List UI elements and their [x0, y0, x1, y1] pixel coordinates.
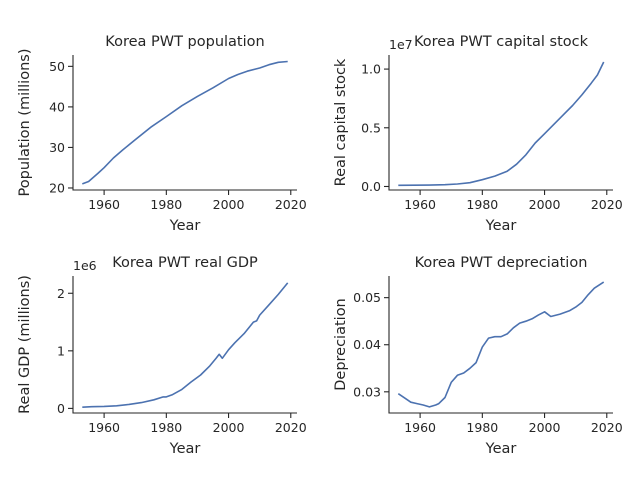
chart-title: Korea PWT population: [105, 34, 264, 50]
y-tick-label: 40: [49, 99, 65, 114]
x-tick-label: 1980: [150, 197, 182, 212]
chart-title: Korea PWT depreciation: [415, 255, 588, 271]
axes-spines: [388, 276, 613, 414]
series-line: [82, 282, 289, 408]
x-axis-label: Year: [169, 218, 201, 234]
x-axis-label: Year: [169, 441, 201, 457]
y-tick-label: 1.0: [361, 62, 381, 77]
x-tick-label: 1980: [150, 420, 182, 435]
y-tick-label: 0.05: [353, 290, 381, 305]
x-tick-label: 1960: [88, 420, 120, 435]
x-tick-label: 2000: [213, 197, 245, 212]
y-tick-label: 1: [57, 343, 65, 358]
axes-spines: [72, 55, 297, 191]
x-tick-label: 2000: [213, 420, 245, 435]
series-line: [397, 281, 605, 408]
axis-offset-label: 1e6: [73, 258, 97, 273]
x-tick-label: 2020: [591, 420, 623, 435]
y-tick-label: 20: [49, 180, 65, 195]
chart-gdp: Korea PWT real GDP 1e6 1960 1980 2000 2020 0 1 2…: [17, 255, 307, 457]
x-axis-label: Year: [485, 218, 517, 234]
y-axis-label: Real capital stock: [333, 58, 349, 186]
x-tick-label: 2020: [591, 197, 623, 212]
axes-spines: [72, 276, 297, 414]
y-axis-label: Depreciation: [333, 298, 349, 391]
y-axis-label: Population (millions): [17, 49, 33, 197]
x-tick-label: 1960: [88, 197, 120, 212]
x-tick-label: 2020: [275, 197, 307, 212]
chart-title: Korea PWT capital stock: [414, 34, 589, 50]
axes-spines: [388, 55, 613, 191]
axis-offset-label: 1e7: [389, 37, 413, 52]
x-tick-label: 1980: [466, 420, 498, 435]
chart-title: Korea PWT real GDP: [112, 255, 258, 271]
x-tick-label: 1980: [466, 197, 498, 212]
x-tick-label: 2000: [529, 197, 561, 212]
x-tick-label: 2000: [529, 420, 561, 435]
series-line: [398, 61, 605, 187]
y-tick-label: 2: [57, 286, 65, 301]
y-tick-label: 0.5: [361, 120, 381, 135]
x-tick-label: 1960: [404, 420, 436, 435]
y-tick-label: 50: [49, 59, 65, 74]
y-axis-label: Real GDP (millions): [17, 275, 33, 414]
y-tick-label: 0: [57, 401, 65, 416]
y-tick-label: 30: [49, 140, 65, 155]
x-axis-label: Year: [485, 441, 517, 457]
x-tick-label: 2020: [275, 420, 307, 435]
y-tick-label: 0.0: [361, 179, 381, 194]
x-tick-label: 1960: [404, 197, 436, 212]
series-line: [82, 60, 288, 185]
y-tick-label: 0.03: [353, 384, 381, 399]
y-tick-label: 0.04: [353, 337, 381, 352]
chart-depreciation: Korea PWT depreciation 1960 1980 2000 2020 0.…: [333, 255, 623, 457]
